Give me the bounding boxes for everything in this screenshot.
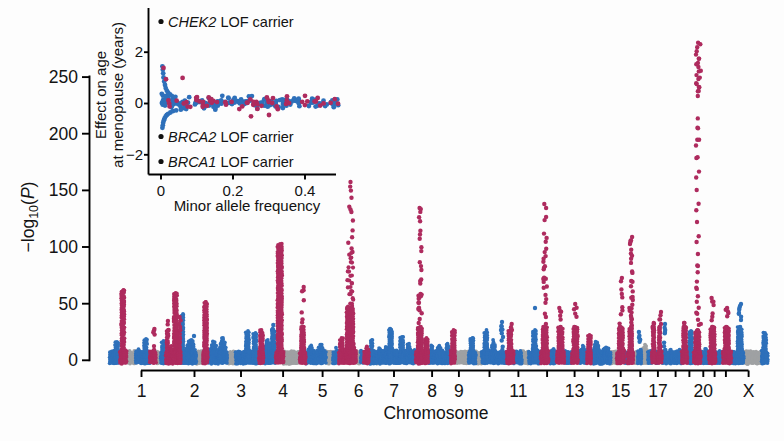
svg-text:BRCA2 LOF carrier: BRCA2 LOF carrier [168, 129, 294, 145]
svg-text:250: 250 [49, 67, 78, 87]
svg-text:2: 2 [190, 381, 200, 401]
svg-text:6: 6 [354, 381, 364, 401]
svg-text:0: 0 [135, 94, 143, 111]
svg-text:15: 15 [611, 381, 630, 401]
svg-text:17: 17 [648, 381, 667, 401]
svg-text:Effect on age: Effect on age [92, 51, 109, 139]
svg-text:CHEK2 LOF carrier: CHEK2 LOF carrier [168, 14, 294, 30]
svg-text:at menopause (years): at menopause (years) [109, 22, 126, 168]
svg-text:50: 50 [59, 294, 79, 314]
svg-text:5: 5 [318, 381, 328, 401]
svg-text:200: 200 [49, 124, 78, 144]
svg-text:BRCA1 LOF carrier: BRCA1 LOF carrier [168, 154, 294, 170]
svg-text:3: 3 [236, 381, 246, 401]
svg-text:Chromosome: Chromosome [383, 403, 488, 423]
svg-text:100: 100 [49, 237, 78, 257]
svg-text:1: 1 [137, 381, 147, 401]
svg-text:X: X [743, 381, 755, 401]
svg-text:13: 13 [565, 381, 584, 401]
svg-text:−2: −2 [126, 146, 143, 163]
svg-text:9: 9 [454, 381, 464, 401]
svg-text:0: 0 [157, 182, 165, 199]
svg-text:Minor allele frequency: Minor allele frequency [174, 197, 321, 214]
svg-text:2: 2 [135, 43, 143, 60]
svg-text:20: 20 [694, 381, 714, 401]
svg-text:8: 8 [427, 381, 437, 401]
svg-text:4: 4 [278, 381, 288, 401]
svg-text:150: 150 [49, 180, 78, 200]
svg-text:7: 7 [389, 381, 399, 401]
svg-text:0: 0 [68, 350, 78, 370]
svg-text:11: 11 [509, 381, 527, 401]
